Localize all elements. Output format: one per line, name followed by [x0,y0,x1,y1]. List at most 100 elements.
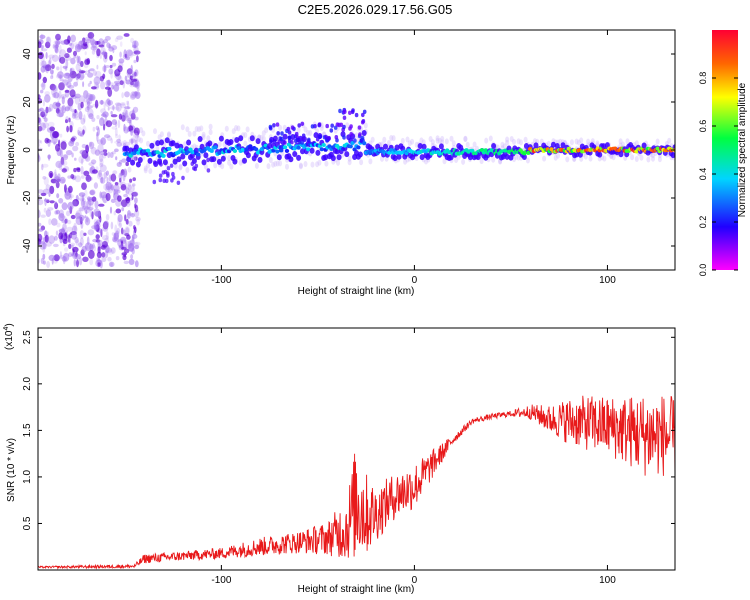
spectrogram-noise-blob [65,72,71,77]
spectrogram-noise-blob [48,191,51,197]
spectrogram-noise-blob [45,41,51,49]
spectrogram-noise-blob [110,247,116,254]
spectrogram-noise-blob [87,83,91,87]
spectrogram-noise-blob [80,198,86,203]
spectrogram-noise-blob [118,172,123,180]
spectrogram-noise-blob [51,218,58,226]
spectrogram-noise-blob [41,81,46,91]
spectrogram-spur [190,161,195,166]
spectrogram-noise-blob [104,86,111,90]
spectrogram-noise-blob [38,143,41,147]
spectrogram-halo [194,126,199,132]
spectrogram-noise-blob [132,83,139,88]
spectrogram-noise-blob [52,85,57,92]
spectrogram-noise-blob [104,114,108,120]
spectrogram-noise-blob [91,225,98,230]
spectrogram-noise-blob [119,219,122,227]
spectrogram-noise-blob [109,106,116,110]
spectrogram-halo [238,159,243,166]
spectrogram-noise-blob [123,194,128,198]
spectrogram-noise-blob [120,103,126,109]
spectrogram-band-outer [336,154,342,161]
spectrogram-noise-blob [45,106,49,114]
spectrogram-noise-blob [59,133,63,138]
spectrogram-halo [380,141,384,148]
spectrogram-halo [519,139,523,146]
spectrogram-noise-blob [73,167,77,173]
spectrogram-noise-blob [82,129,85,135]
spectrogram-noise-blob [84,189,88,199]
snr-frame [37,327,676,571]
spectrogram-noise-blob [87,72,94,78]
spectrogram-noise-blob [133,59,137,64]
spectrogram-noise-blob [49,125,53,134]
spectrogram-band-core [282,145,288,150]
spectrogram-noise-blob [133,127,140,136]
spectrogram-halo [456,154,461,161]
spectrogram-noise-blob [88,198,92,202]
spectrogram-noise-blob [70,214,76,220]
spectrogram-noise-blob [59,49,67,58]
spectrogram-noise-blob [98,203,105,207]
spectrogram-noise-blob [132,191,139,197]
spectrogram-y-tick-label: -40 [22,238,33,253]
spectrogram-noise-blob [80,165,84,175]
spectrogram-halo [261,135,266,142]
spectrogram-band-outer [124,145,130,152]
spectrogram-noise-blob [59,209,64,218]
spectrogram-noise-blob [101,256,107,263]
spectrogram-spur [206,157,210,163]
spectrogram-spur [206,168,211,173]
spectrogram-noise-blob [61,106,65,111]
spectrogram-noise-blob [110,262,113,267]
spectrogram-noise-blob [69,68,74,74]
spectrogram-halo [201,134,206,141]
spectrogram-noise-blob [89,202,94,212]
spectrogram-halo [148,168,153,174]
spectrogram-noise-blob [97,127,100,136]
spectrogram-noise-blob [121,112,125,120]
spectrogram-noise-blob [68,42,73,46]
spectrogram-noise-blob [51,87,54,96]
spectrogram-spur [342,115,347,121]
spectrogram-halo [134,135,139,142]
spectrogram-halo [261,130,266,137]
spectrogram-noise-blob [56,112,64,118]
spectrogram-band-outer [491,143,497,149]
spectrogram-halo [363,122,368,129]
spectrogram-spur [283,140,287,145]
spectrogram-noise-blob [113,184,120,192]
spectrogram-x-label: Height of straight line (km) [298,286,415,297]
spectrogram-noise-blob [48,235,55,244]
spectrogram-noise-blob [116,141,122,147]
spectrogram-halo [139,137,144,144]
spectrogram-noise-blob [67,234,71,243]
spectrogram-halo [315,161,320,168]
spectrogram-band-outer [601,143,607,150]
spectrogram-noise-blob [53,235,58,241]
spectrogram-noise-blob [54,176,60,180]
spectrogram-spur [287,130,292,135]
spectrogram-noise-blob [99,117,105,126]
spectrogram-noise-blob [115,82,121,86]
spectrogram-noise-blob [69,195,73,200]
spectrogram-noise-blob [40,89,44,94]
spectrogram-spur [307,137,311,142]
spectrogram-spur [158,177,163,183]
spectrogram-noise-blob [39,240,46,250]
spectrogram-halo [634,140,639,147]
spectrogram-noise-blob [61,178,65,184]
spectrogram-noise-blob [67,74,73,83]
spectrogram-noise-blob [125,227,130,235]
spectrogram-noise-blob [61,96,65,105]
spectrogram-y-label: Frequency (Hz) [6,116,17,185]
spectrogram-halo [308,130,313,136]
spectrogram-noise-blob [93,182,98,189]
spectrogram-noise-blob [54,178,59,185]
spectrogram-noise-blob [63,252,70,262]
spectrogram-halo [403,158,408,165]
spectrogram-noise-blob [134,197,138,204]
spectrogram-halo [512,138,516,145]
spectrogram-noise-blob [86,199,92,209]
spectrogram-noise-blob [44,64,52,72]
